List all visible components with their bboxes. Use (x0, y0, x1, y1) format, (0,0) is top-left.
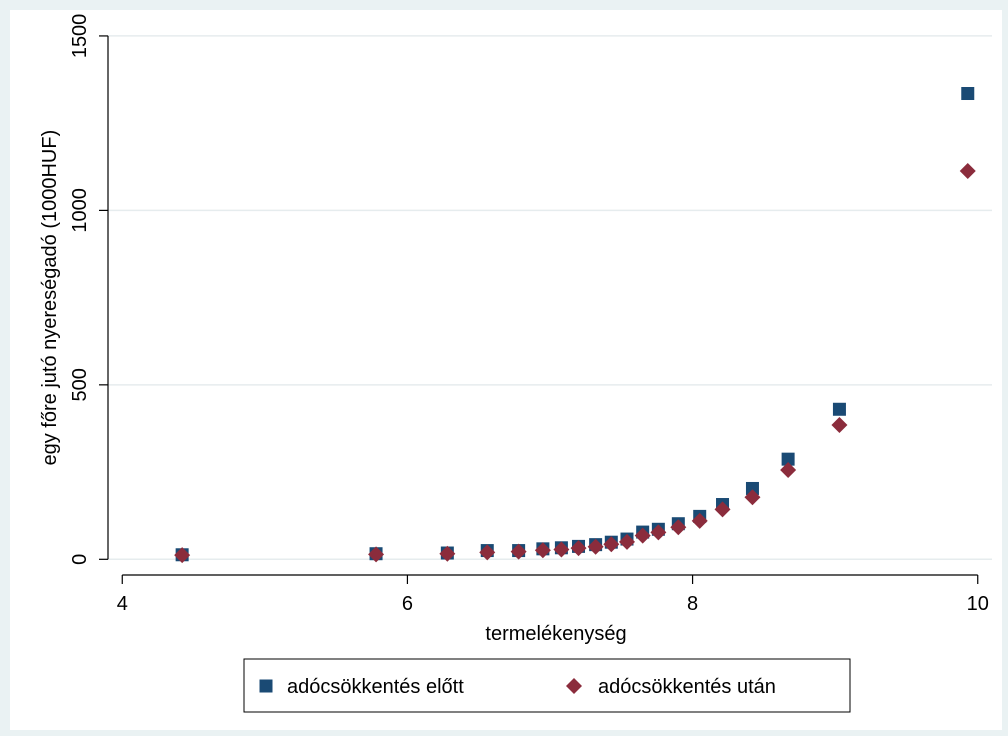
gridlines (108, 35, 992, 561)
plot-area (108, 15, 992, 575)
y-tick-label: 500 (69, 368, 91, 401)
data-point (714, 501, 731, 518)
legend-marker (566, 678, 582, 694)
data-point (603, 536, 620, 553)
data-point (553, 541, 570, 558)
data-points (174, 87, 976, 564)
y-tick-label: 0 (69, 554, 91, 565)
x-tick-labels: 4 6 8 10 (117, 593, 989, 615)
data-point (618, 533, 635, 550)
x-tick-label: 8 (687, 593, 698, 615)
data-point (439, 545, 456, 562)
data-point (781, 452, 795, 466)
axes (99, 35, 979, 584)
legend: adócsökkentés előtt adócsökkentés után (243, 658, 851, 713)
data-point (691, 512, 708, 529)
data-point (744, 489, 761, 506)
y-tick-labels: 0 500 1000 1500 (69, 14, 91, 565)
data-point (479, 544, 496, 561)
data-point (570, 540, 587, 557)
legend-label: adócsökkentés előtt (287, 676, 464, 698)
legend-marker (259, 679, 273, 693)
y-tick-label: 1000 (69, 188, 91, 233)
data-point (959, 162, 976, 179)
legend-label: adócsökkentés után (598, 676, 776, 698)
legend-box (243, 658, 851, 713)
x-tick-label: 10 (967, 593, 989, 615)
x-tick-label: 6 (402, 593, 413, 615)
data-point (510, 543, 527, 560)
x-axis-title: termelékenység (485, 623, 626, 645)
data-point (831, 416, 848, 433)
data-point (634, 527, 651, 544)
y-tick-label: 1500 (69, 14, 91, 59)
data-point (961, 87, 975, 101)
data-point (174, 547, 191, 564)
data-point (832, 402, 846, 416)
x-tick-label: 4 (117, 593, 128, 615)
data-point (670, 519, 687, 536)
data-point (587, 538, 604, 555)
data-point (745, 481, 759, 495)
data-point (534, 542, 551, 559)
series-diamond (174, 162, 976, 564)
data-point (780, 461, 797, 478)
y-axis-title: egy főre jutó nyereségadó (1000HUF) (39, 130, 61, 466)
data-point (650, 524, 667, 541)
data-point (368, 546, 385, 563)
